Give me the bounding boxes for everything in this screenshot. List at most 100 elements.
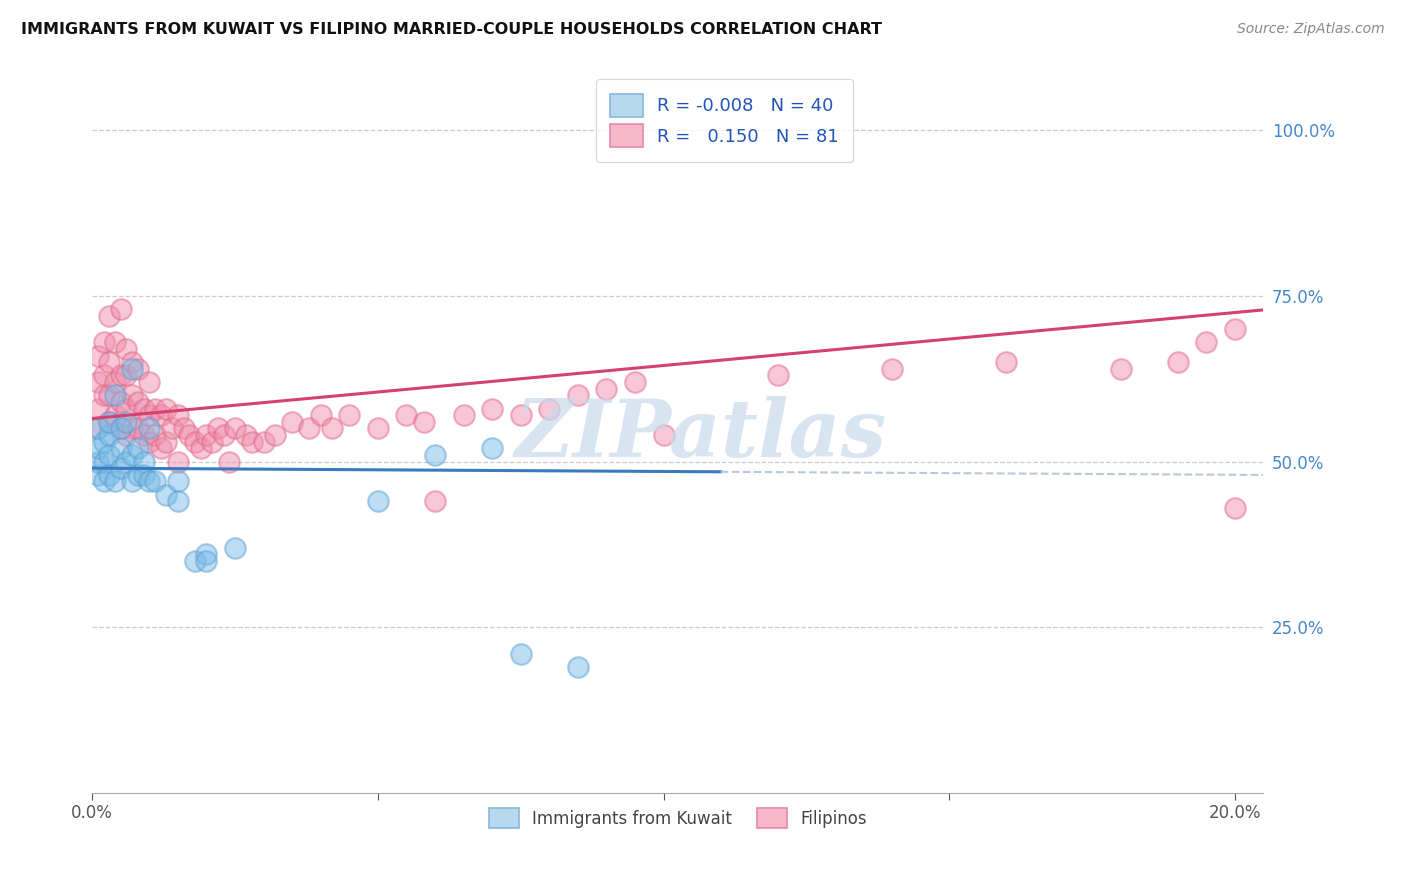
Point [121, 448, 143, 462]
Point [567, 660, 589, 674]
Point [1223, 500, 1246, 515]
Point [93, 434, 115, 449]
Point [110, 421, 132, 435]
Text: Source: ZipAtlas.com: Source: ZipAtlas.com [1237, 22, 1385, 37]
Point [195, 547, 218, 561]
Point [155, 401, 177, 416]
Point [98, 415, 121, 429]
Point [240, 434, 263, 449]
Point [652, 428, 675, 442]
Point [115, 401, 138, 416]
Point [98, 309, 121, 323]
Point [87, 421, 110, 435]
Point [87, 375, 110, 389]
Point [149, 442, 172, 456]
Point [367, 421, 389, 435]
Point [115, 454, 138, 468]
Point [127, 361, 149, 376]
Point [1167, 355, 1189, 369]
Point [184, 554, 207, 568]
Point [195, 428, 218, 442]
Point [423, 494, 446, 508]
Point [212, 428, 235, 442]
Point [423, 448, 446, 462]
Point [184, 434, 207, 449]
Point [127, 421, 149, 435]
Point [321, 421, 343, 435]
Point [538, 401, 561, 416]
Point [93, 454, 115, 468]
Point [110, 302, 132, 317]
Point [252, 434, 274, 449]
Point [87, 421, 110, 435]
Point [98, 467, 121, 482]
Point [98, 355, 121, 369]
Point [110, 461, 132, 475]
Point [143, 475, 166, 489]
Point [132, 454, 155, 468]
Point [121, 355, 143, 369]
Point [509, 408, 531, 422]
Point [87, 467, 110, 482]
Text: IMMIGRANTS FROM KUWAIT VS FILIPINO MARRIED-COUPLE HOUSEHOLDS CORRELATION CHART: IMMIGRANTS FROM KUWAIT VS FILIPINO MARRI… [21, 22, 882, 37]
Point [453, 408, 475, 422]
Point [155, 488, 177, 502]
Point [395, 408, 418, 422]
Point [127, 395, 149, 409]
Point [1223, 322, 1246, 336]
Point [138, 421, 160, 435]
Point [567, 388, 589, 402]
Point [309, 408, 332, 422]
Point [179, 428, 201, 442]
Point [115, 428, 138, 442]
Point [766, 368, 789, 383]
Point [1109, 361, 1132, 376]
Point [98, 448, 121, 462]
Point [93, 388, 115, 402]
Point [624, 375, 647, 389]
Point [224, 541, 246, 555]
Point [880, 361, 903, 376]
Point [115, 368, 138, 383]
Point [98, 388, 121, 402]
Point [104, 375, 127, 389]
Point [93, 368, 115, 383]
Point [87, 349, 110, 363]
Point [481, 401, 503, 416]
Point [138, 408, 160, 422]
Point [127, 442, 149, 456]
Point [138, 375, 160, 389]
Point [224, 421, 246, 435]
Point [143, 401, 166, 416]
Point [143, 428, 166, 442]
Point [98, 415, 121, 429]
Point [412, 415, 434, 429]
Point [104, 475, 127, 489]
Point [1195, 335, 1218, 350]
Point [87, 454, 110, 468]
Point [110, 442, 132, 456]
Point [264, 428, 287, 442]
Point [155, 434, 177, 449]
Point [121, 388, 143, 402]
Legend: Immigrants from Kuwait, Filipinos: Immigrants from Kuwait, Filipinos [482, 802, 873, 834]
Point [367, 494, 389, 508]
Point [93, 475, 115, 489]
Point [167, 494, 190, 508]
Point [104, 335, 127, 350]
Point [93, 335, 115, 350]
Point [87, 401, 110, 416]
Point [132, 401, 155, 416]
Point [337, 408, 360, 422]
Point [115, 342, 138, 356]
Point [281, 415, 304, 429]
Point [110, 368, 132, 383]
Point [127, 467, 149, 482]
Point [201, 434, 224, 449]
Point [121, 361, 143, 376]
Point [87, 442, 110, 456]
Point [195, 554, 218, 568]
Point [160, 421, 183, 435]
Point [235, 428, 257, 442]
Point [995, 355, 1018, 369]
